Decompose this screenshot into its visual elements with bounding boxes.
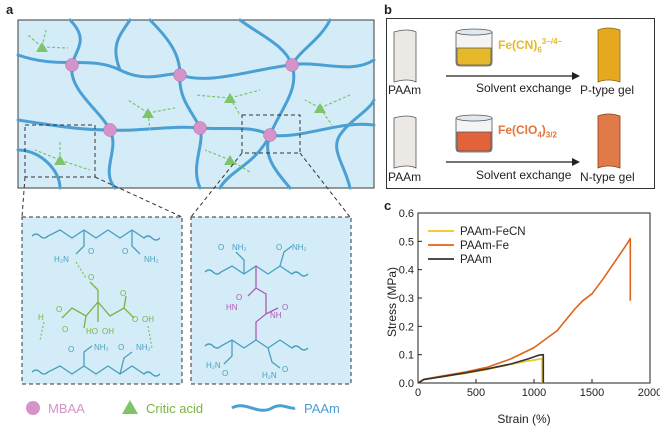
legend-citric-icon: [122, 400, 138, 414]
y-tick-label: 0.1: [399, 350, 414, 362]
chem-left-bottom-nh2a: NH₂: [94, 343, 109, 352]
chem-left-citric-o2: O: [62, 325, 68, 334]
row1-process-label: Solvent exchange: [476, 81, 572, 95]
x-tick-label: 1500: [580, 387, 604, 399]
row2-start-label: PAAm: [388, 170, 422, 184]
n-type-strip: [597, 113, 621, 169]
chem-right-mbaa-nh: NH: [270, 311, 282, 320]
arrow-2-head: [572, 158, 580, 166]
chem-left-top-o3: O: [122, 247, 128, 256]
panel-a-letter: a: [6, 2, 14, 17]
row2-process-label: Solvent exchange: [476, 168, 572, 182]
chem-right-mbaa-hn: HN: [226, 303, 238, 312]
panel-b-letter: b: [384, 2, 392, 17]
y-tick-label: 0.0: [399, 378, 414, 390]
row2-reagent-sub1: 4: [537, 130, 542, 140]
chem-left-citric-o4: O: [88, 273, 94, 282]
chem-left-citric-o1: O: [56, 305, 62, 314]
beaker-fecn: [455, 28, 493, 67]
panel-c-letter: c: [384, 198, 392, 213]
citric-acid-markers: [36, 42, 326, 165]
paam-strip-1: [393, 29, 417, 83]
chem-left-hbonds: [39, 261, 153, 349]
row2-reagent-label: Fe(ClO4)3/2: [498, 123, 557, 139]
zoom-lines: [21, 152, 351, 218]
chem-left-citric-oh4: OH: [142, 315, 154, 324]
chart-lines: [417, 237, 632, 384]
legend-paam-icon: [231, 404, 296, 412]
x-tick-label: 1000: [522, 387, 546, 399]
chem-right-bottom-nh2a: H₂N: [206, 361, 221, 370]
chem-left-top-nh2b: ₂N: [60, 255, 69, 264]
chem-left-citric-oh1: H: [38, 313, 44, 322]
zoom-box-right: [241, 114, 301, 154]
panel-b-schematic: [386, 18, 655, 189]
chem-left-bottom-o1: O: [68, 345, 74, 354]
zoom-box-left: [24, 124, 96, 178]
chart-legend: PAAm-FeCN PAAm-Fe PAAm: [428, 226, 526, 266]
y-tick-label: 0.4: [399, 265, 414, 277]
paam-strip-2: [393, 115, 417, 169]
row1-reagent-label: Fe(CN)63−/4−: [498, 37, 562, 54]
chart-x-axis-label: Strain (%): [497, 412, 550, 426]
chem-right-mbaa-o2: O: [282, 303, 288, 312]
y-tick-label: 0.5: [399, 236, 414, 248]
chem-right-top-nh2b: NH₂: [232, 243, 247, 252]
row1-start-label: PAAm: [388, 83, 422, 97]
chem-left-bottom: [31, 345, 161, 377]
chem-left-top-o2: NH₂: [144, 255, 159, 264]
panel-a-illustration: H ₂N O NH₂ O H O O HO OH O O O OH O NH₂ …: [16, 18, 376, 415]
chem-right-bottom-o1: O: [222, 369, 228, 378]
row1-result-label: P-type gel: [580, 83, 635, 97]
p-type-strip: [597, 27, 621, 83]
zoom-panel-left: [21, 216, 183, 385]
chem-left-bottom-o2: O: [118, 343, 124, 352]
chem-right-top-nh2a: O: [218, 243, 224, 252]
chart-ticks: 0 500 1000 1500 2000 0.0 0.1 0.2 0.3 0.4 0.5 0.6: [399, 208, 660, 399]
x-tick-label: 2000: [638, 387, 660, 399]
y-tick-label: 0.6: [399, 208, 414, 220]
chem-left-top-o1: O: [88, 247, 94, 256]
chem-left-bottom-nh2b: NH₂: [136, 343, 151, 352]
row1-reagent-sub: 6: [537, 45, 542, 55]
chem-right-mbaa-o1: O: [236, 293, 242, 302]
row2-reagent-close: ): [541, 123, 546, 137]
chart-y-axis-label: Stress (MPa): [385, 267, 399, 337]
legend-mbaa-label: MBAA: [48, 401, 85, 416]
legend-label: PAAm: [460, 254, 492, 266]
x-tick-label: 500: [467, 387, 485, 399]
y-tick-label: 0.2: [399, 321, 414, 333]
row1-reagent-sup: 3−/4−: [541, 37, 563, 46]
legend-mbaa-icon: [26, 401, 40, 415]
stress-strain-chart: 0 500 1000 1500 2000 0.0 0.1 0.2 0.3 0.4 0.5 0.6 PA…: [385, 208, 660, 426]
legend-citric-label: Critic acid: [146, 401, 204, 416]
y-tick-label: 0.3: [399, 293, 414, 305]
beaker-fe: [455, 114, 493, 153]
chem-right-bottom: [204, 339, 309, 369]
chem-right-top-nh2c: NH₂: [292, 243, 307, 252]
arrow-1-head: [572, 72, 580, 80]
row1-reagent-text: Fe(CN): [498, 38, 538, 52]
row2-reagent-text: Fe(ClO: [498, 123, 538, 137]
series-line-paam: [417, 353, 545, 384]
chem-right-bottom-nh2b: H₂N: [262, 371, 277, 380]
legend-label: PAAm-Fe: [460, 240, 509, 252]
mbaa-crosslinks: [65, 58, 299, 142]
chem-right-top-o: O: [276, 243, 282, 252]
row2-reagent-sub2: 3/2: [545, 130, 557, 140]
legend-label: PAAm-FeCN: [460, 226, 526, 238]
chem-right-mbaa: [247, 266, 279, 340]
x-tick-label: 0: [415, 387, 421, 399]
row2-result-label: N-type gel: [580, 170, 635, 184]
chem-left-top-nh2a: H: [54, 255, 60, 264]
chem-left-citric-oh2: HO: [86, 327, 98, 336]
chem-left-citric-o3: O: [120, 289, 126, 298]
chem-left-citric: [61, 281, 135, 329]
legend-paam-label: PAAm: [304, 401, 340, 416]
chem-left-top: [31, 229, 161, 255]
chem-right-bottom-o2: O: [282, 365, 288, 374]
chem-left-citric-o5: O: [132, 315, 138, 324]
chem-left-citric-oh3: OH: [102, 327, 114, 336]
